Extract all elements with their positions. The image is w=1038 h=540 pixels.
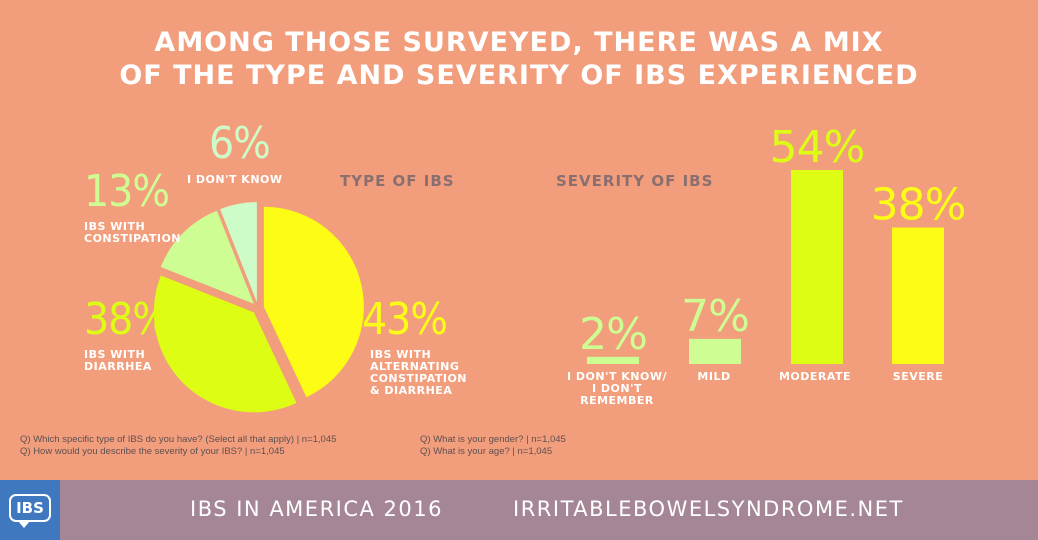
bar-value-mild: 7% <box>681 291 749 342</box>
title-line-2: OF THE TYPE AND SEVERITY OF IBS EXPERIEN… <box>119 60 919 91</box>
pie-value-diarrhea: 38% <box>84 294 170 345</box>
footnote-severity-question: Q) How would you describe the severity o… <box>20 446 285 457</box>
pie-value-alternating: 43% <box>362 294 448 345</box>
bar-value-severe: 38% <box>871 179 966 230</box>
pie-label-dont-know: I DON'T KNOW <box>187 173 283 186</box>
ibs-logo[interactable]: IBS <box>0 480 60 540</box>
speech-bubble-tail <box>18 521 30 528</box>
bar-value-moderate: 54% <box>770 122 865 173</box>
bar-value-dont-know: 2% <box>579 309 647 360</box>
pie-slice-diarrhea <box>153 275 297 413</box>
bar-chart: 2% 7% 54%38% <box>579 122 966 364</box>
pie-slice-constipation <box>160 210 254 304</box>
pie-chart-title: TYPE OF IBS <box>340 172 455 190</box>
footnote-gender-question: Q) What is your gender? | n=1,045 <box>420 434 566 445</box>
bar-label-mild: MILD <box>697 370 731 383</box>
footer-report-title: IBS IN AMERICA 2016 <box>190 497 443 521</box>
title-line-1: AMONG THOSE SURVEYED, THERE WAS A MIX <box>154 27 884 58</box>
bar-dont-know <box>587 356 639 364</box>
bar-mild <box>689 338 741 364</box>
footnote-age-question: Q) What is your age? | n=1,045 <box>420 446 553 457</box>
pie-value-constipation: 13% <box>84 166 170 217</box>
footer-bar <box>0 480 1038 540</box>
pie-chart <box>153 202 364 413</box>
pie-label-alternating: IBS WITH ALTERNATING CONSTIPATION & DIAR… <box>370 348 468 397</box>
chart-canvas: 2% 7% 54%38% <box>153 122 966 413</box>
bar-severe <box>892 227 944 364</box>
footer-website-link[interactable]: IRRITABLEBOWELSYNDROME.NET <box>513 497 904 521</box>
footnote-type-question: Q) Which specific type of IBS do you hav… <box>20 434 337 445</box>
bar-label-moderate: MODERATE <box>778 370 852 383</box>
bar-moderate <box>791 170 843 364</box>
pie-slice-alternating <box>263 206 364 398</box>
bar-label-dont-know: I DON'T KNOW/ I DON'T REMEMBER <box>566 370 668 407</box>
pie-value-dont-know: 6% <box>209 118 271 169</box>
pie-label-diarrhea: IBS WITH DIARRHEA <box>84 348 152 373</box>
speech-bubble-icon: IBS <box>9 494 51 522</box>
pie-slice-dont-know <box>220 202 257 303</box>
bar-label-severe: SEVERE <box>892 370 944 383</box>
pie-label-constipation: IBS WITH CONSTIPATION <box>84 220 182 245</box>
bar-chart-title: SEVERITY OF IBS <box>556 172 714 190</box>
